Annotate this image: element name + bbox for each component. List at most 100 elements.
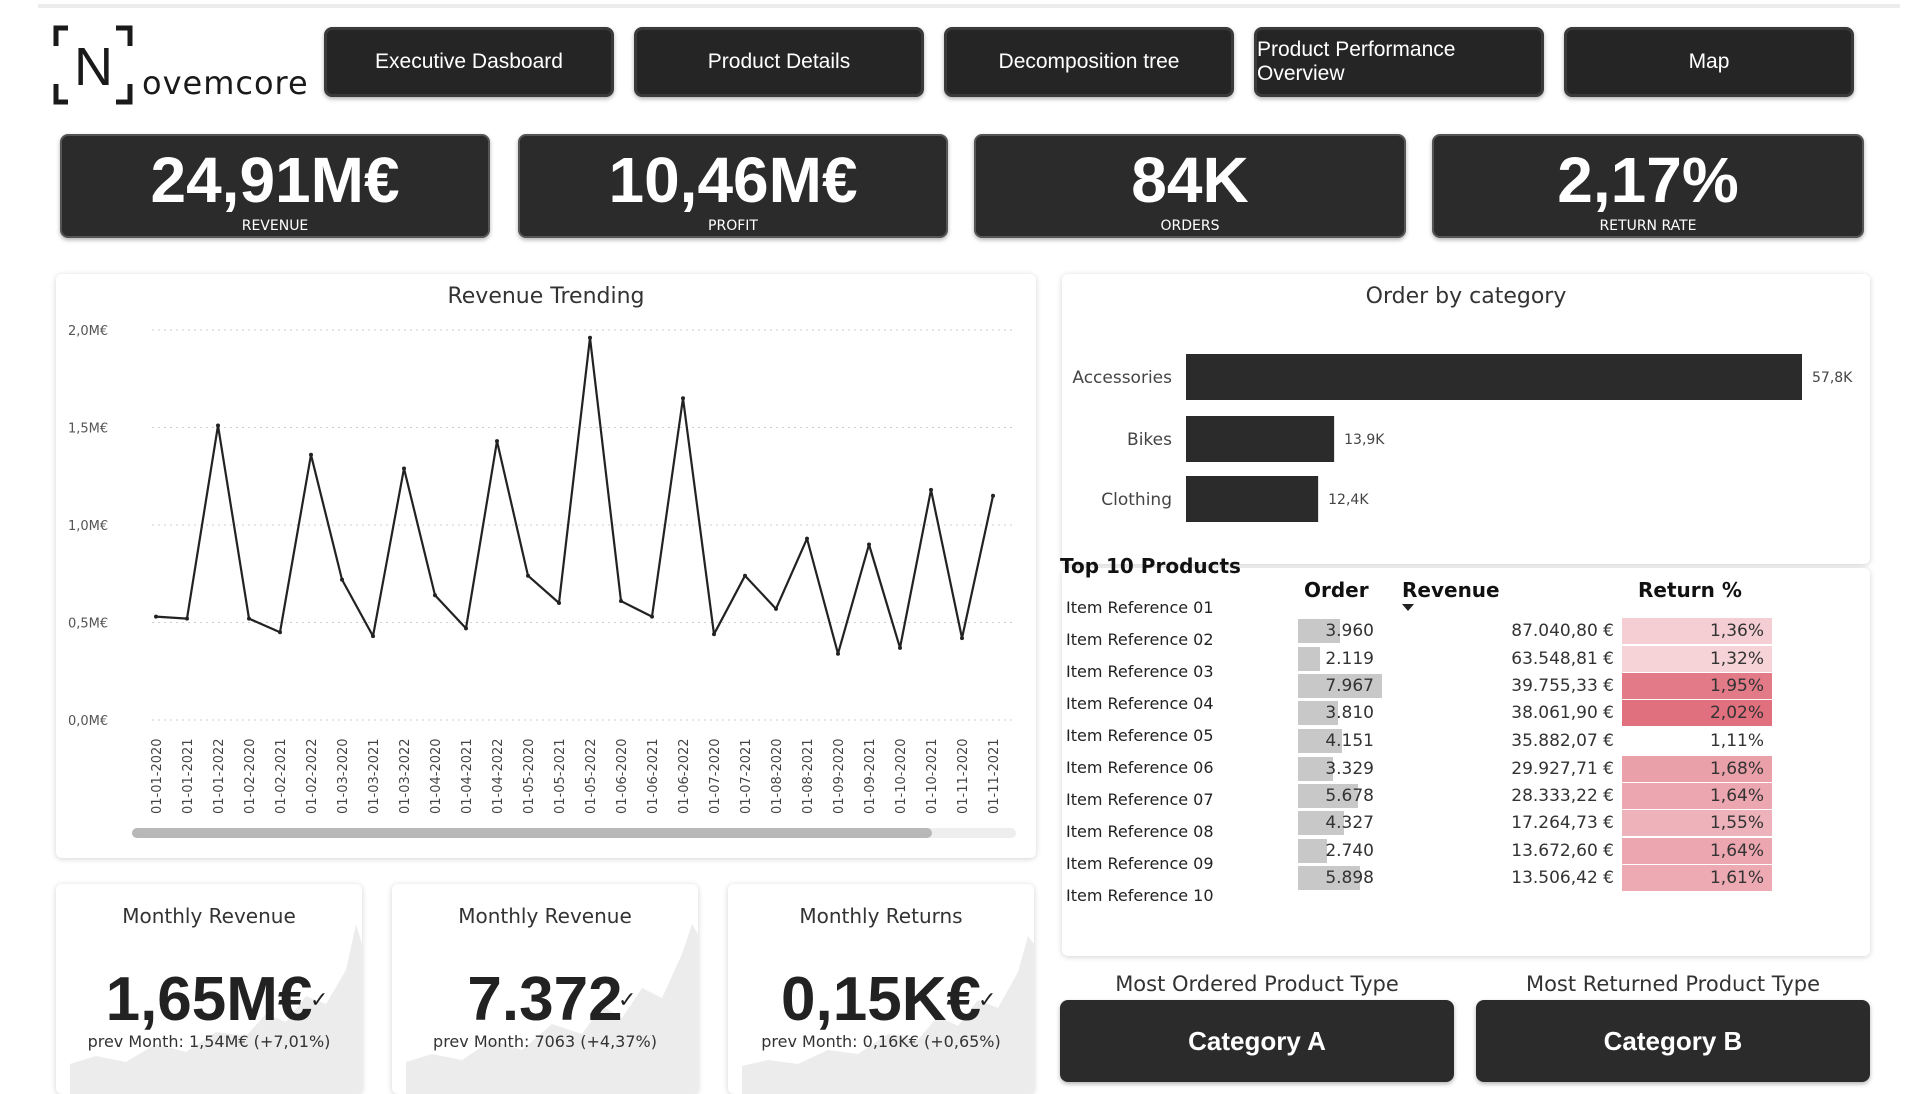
data-point[interactable] (805, 536, 809, 541)
x-tick-label: 01-02-2020 (243, 738, 258, 814)
data-point[interactable] (836, 651, 840, 656)
x-tick-label: 01-07-2021 (739, 738, 754, 814)
monthly-card-value: 0,15K€ (781, 965, 981, 1034)
data-point[interactable] (588, 335, 592, 340)
data-point[interactable] (464, 626, 468, 631)
kpi-label: ORDERS (1160, 218, 1220, 234)
data-point[interactable] (743, 573, 747, 578)
order-databar (1298, 619, 1340, 643)
data-point[interactable] (185, 616, 189, 621)
x-tick-label: 01-01-2020 (150, 738, 165, 814)
return-cell: 2,02% (1622, 700, 1772, 726)
data-point[interactable] (774, 606, 778, 611)
data-point[interactable] (929, 487, 933, 492)
table-row-item[interactable]: Item Reference 08 (1066, 822, 1214, 841)
monthly-card-title: Monthly Returns (799, 904, 963, 928)
data-point[interactable] (371, 634, 375, 639)
category-bar[interactable] (1186, 416, 1335, 462)
x-tick-label: 01-02-2022 (305, 738, 320, 814)
table-row-item[interactable]: Item Reference 07 (1066, 790, 1214, 809)
x-tick-label: 01-01-2022 (212, 738, 227, 814)
column-header-return[interactable]: Return % (1638, 578, 1742, 602)
nav-product-performance-overview[interactable]: Product Performance Overview (1254, 27, 1544, 97)
category-label: Bikes (1127, 430, 1172, 450)
column-header-revenue[interactable]: Revenue (1402, 578, 1500, 602)
table-row-item[interactable]: Item Reference 04 (1066, 694, 1214, 713)
data-point[interactable] (867, 542, 871, 547)
kpi-value: 24,91M€ (150, 144, 400, 216)
table-row-item[interactable]: Item Reference 06 (1066, 758, 1214, 777)
revenue-cell: 38.061,90 € (1511, 703, 1614, 723)
table-row-item[interactable]: Item Reference 03 (1066, 662, 1214, 681)
most-returned-value: Category B (1476, 1000, 1870, 1082)
data-point[interactable] (278, 630, 282, 635)
return-cell: 1,32% (1622, 646, 1772, 672)
revenue-cell: 17.264,73 € (1511, 813, 1614, 833)
kpi-label: REVENUE (241, 218, 309, 234)
data-point[interactable] (681, 396, 685, 401)
monthly-card-prev: prev Month: 1,54M€ (+7,01%) (87, 1032, 331, 1051)
order-by-category-chart[interactable]: Accessories 57,8K Bikes 13,9K Clothing 12,4K (1062, 274, 1870, 564)
revenue-line[interactable] (155, 336, 995, 655)
x-tick-label: 01-10-2021 (925, 738, 940, 814)
data-point[interactable] (557, 601, 561, 605)
data-point[interactable] (619, 599, 623, 604)
x-tick-label: 01-09-2021 (863, 738, 878, 814)
y-tick-label: 1,5M€ (68, 422, 108, 437)
data-point[interactable] (216, 423, 220, 428)
data-point[interactable] (991, 493, 995, 498)
revenue-trending-chart[interactable]: 2,0M€ 1,5M€ 1,0M€ 0,5M€ 0,0M€ 01-01-2020 01-01… (56, 274, 1036, 858)
order-by-category-title: Order by category (1365, 284, 1567, 309)
data-point[interactable] (650, 614, 654, 619)
data-point[interactable] (495, 439, 499, 444)
kpi-value: 10,46M€ (608, 144, 858, 216)
return-cell: 1,64% (1622, 783, 1772, 809)
top-products-title: Top 10 Products (1060, 554, 1241, 578)
monthly-revenue-card: Monthly Revenue 1,65M€ ✓ prev Month: 1,5… (56, 884, 362, 1094)
data-point[interactable] (340, 577, 344, 582)
scrollbar-thumb[interactable] (132, 828, 932, 838)
return-cell: 1,68% (1622, 756, 1772, 782)
top-divider (38, 4, 1900, 8)
nav-map[interactable]: Map (1564, 27, 1854, 97)
y-tick-label: 0,0M€ (68, 714, 108, 729)
table-row-item[interactable]: Item Reference 05 (1066, 726, 1214, 745)
data-point[interactable] (898, 645, 902, 650)
table-row-item[interactable]: Item Reference 10 (1066, 886, 1214, 905)
table-row-item[interactable]: Item Reference 01 (1066, 598, 1214, 617)
y-tick-label: 2,0M€ (68, 324, 108, 339)
order-cell: 5.678 (1325, 786, 1374, 806)
logo-text: ovemcore (142, 64, 309, 102)
order-databar (1298, 701, 1338, 725)
check-icon: ✓ (618, 988, 637, 1013)
order-databar (1298, 866, 1360, 890)
table-row-item[interactable]: Item Reference 02 (1066, 630, 1214, 649)
data-point[interactable] (154, 614, 158, 619)
most-ordered-value: Category A (1060, 1000, 1454, 1082)
revenue-trending-title: Revenue Trending (447, 284, 645, 309)
data-point[interactable] (433, 593, 437, 598)
data-point[interactable] (402, 466, 406, 471)
sparkline-area (742, 936, 1034, 1094)
data-point[interactable] (309, 452, 313, 457)
column-header-order[interactable]: Order (1304, 578, 1369, 602)
monthly-orders-card: Monthly Revenue 7.372 ✓ prev Month: 7063… (392, 884, 698, 1094)
x-tick-label: 01-04-2021 (460, 738, 475, 814)
nav-decomposition-tree[interactable]: Decomposition tree (944, 27, 1234, 97)
data-point[interactable] (960, 636, 964, 641)
table-row-item[interactable]: Item Reference 09 (1066, 854, 1214, 873)
revenue-cell: 63.548,81 € (1511, 649, 1614, 669)
sparkline-area (406, 924, 698, 1094)
monthly-card-prev: prev Month: 7063 (+4,37%) (433, 1032, 657, 1051)
data-point[interactable] (247, 616, 251, 621)
return-cell: 1,64% (1622, 838, 1772, 864)
category-bar[interactable] (1186, 354, 1802, 400)
revenue-cell: 35.882,07 € (1511, 731, 1614, 751)
order-cell: 5.898 (1325, 868, 1374, 888)
data-point[interactable] (526, 573, 530, 578)
nav-product-details[interactable]: Product Details (634, 27, 924, 97)
category-bar[interactable] (1186, 476, 1319, 522)
data-point[interactable] (712, 632, 716, 637)
x-tick-label: 01-04-2020 (429, 738, 444, 814)
nav-executive-dashboard[interactable]: Executive Dasboard (324, 27, 614, 97)
